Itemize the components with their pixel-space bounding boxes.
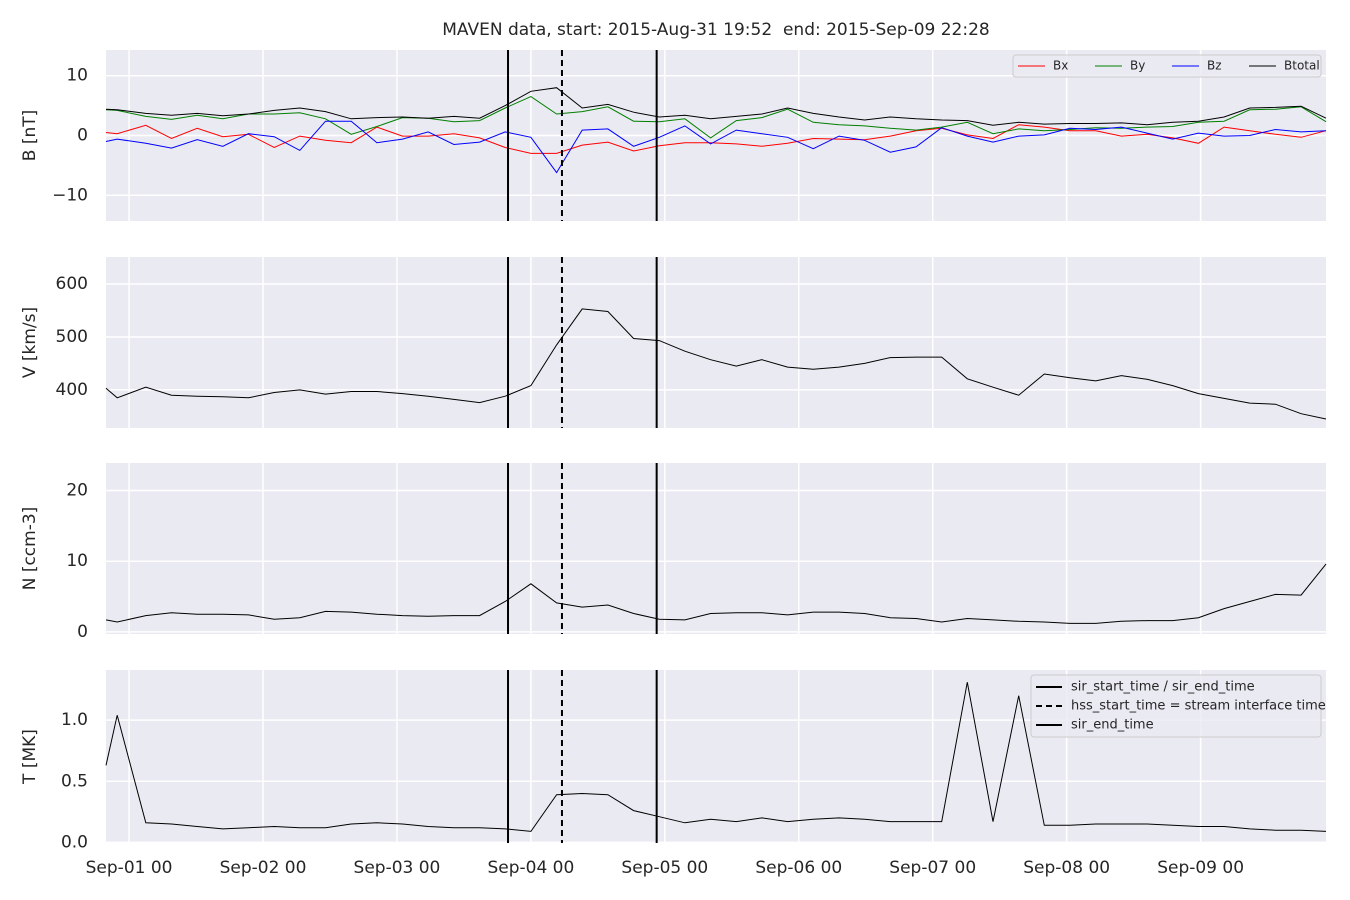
x-tick-label: Sep-02 00 [220,858,307,878]
y-tick-label: 0.5 [61,771,88,791]
y-axis-label: B [nT] [20,110,40,162]
x-tick-label: Sep-09 00 [1157,858,1244,878]
y-tick-label: 10 [66,551,88,571]
plot-background [106,257,1326,428]
x-tick-label: Sep-08 00 [1023,858,1110,878]
legend: Bx By Bz Btotal [1012,54,1322,78]
y-tick-label: 20 [66,481,88,501]
y-tick-label: 10 [66,66,88,86]
legend-label: hss_start_time = stream interface time [1071,699,1326,714]
y-tick-label: −10 [52,185,88,205]
x-tick-label: Sep-05 00 [621,858,708,878]
y-axis-label: V [km/s] [20,307,40,378]
legend-label: sir_end_time [1071,718,1154,733]
x-tick-label: Sep-06 00 [755,858,842,878]
y-tick-label: 0.0 [61,832,88,852]
plot-background [106,463,1326,634]
legend-box [1012,54,1322,78]
y-tick-label: 0 [77,622,88,642]
y-axis-label: T [MK] [20,729,40,785]
y-tick-label: 0 [77,126,88,146]
legend-label: By [1130,59,1145,73]
x-tick-label: Sep-01 00 [86,858,173,878]
legend-label: Bx [1053,59,1068,73]
legend-label: Bz [1207,59,1222,73]
chart-title: MAVEN data, start: 2015-Aug-31 19:52 end… [442,20,989,40]
x-tick-label: Sep-03 00 [354,858,441,878]
x-tick-label: Sep-04 00 [487,858,574,878]
y-tick-label: 500 [56,327,88,347]
data-line [105,308,1327,420]
data-line [105,563,1327,624]
legend-box [1030,674,1322,738]
series-line [105,120,1327,174]
x-tick-label: Sep-07 00 [889,858,976,878]
y-axis-label: N [ccm-3] [20,507,40,591]
y-tick-label: 1.0 [61,710,88,730]
legend-label: Btotal [1284,59,1320,73]
data-line [105,682,1327,832]
y-tick-label: 400 [56,380,88,400]
series-line [105,96,1327,139]
legend-label: sir_start_time / sir_end_time [1071,680,1255,695]
series-line [105,87,1327,126]
legend: sir_start_time / sir_end_time hss_start_t… [1030,674,1326,738]
y-tick-label: 600 [56,274,88,294]
series-line [105,124,1327,154]
